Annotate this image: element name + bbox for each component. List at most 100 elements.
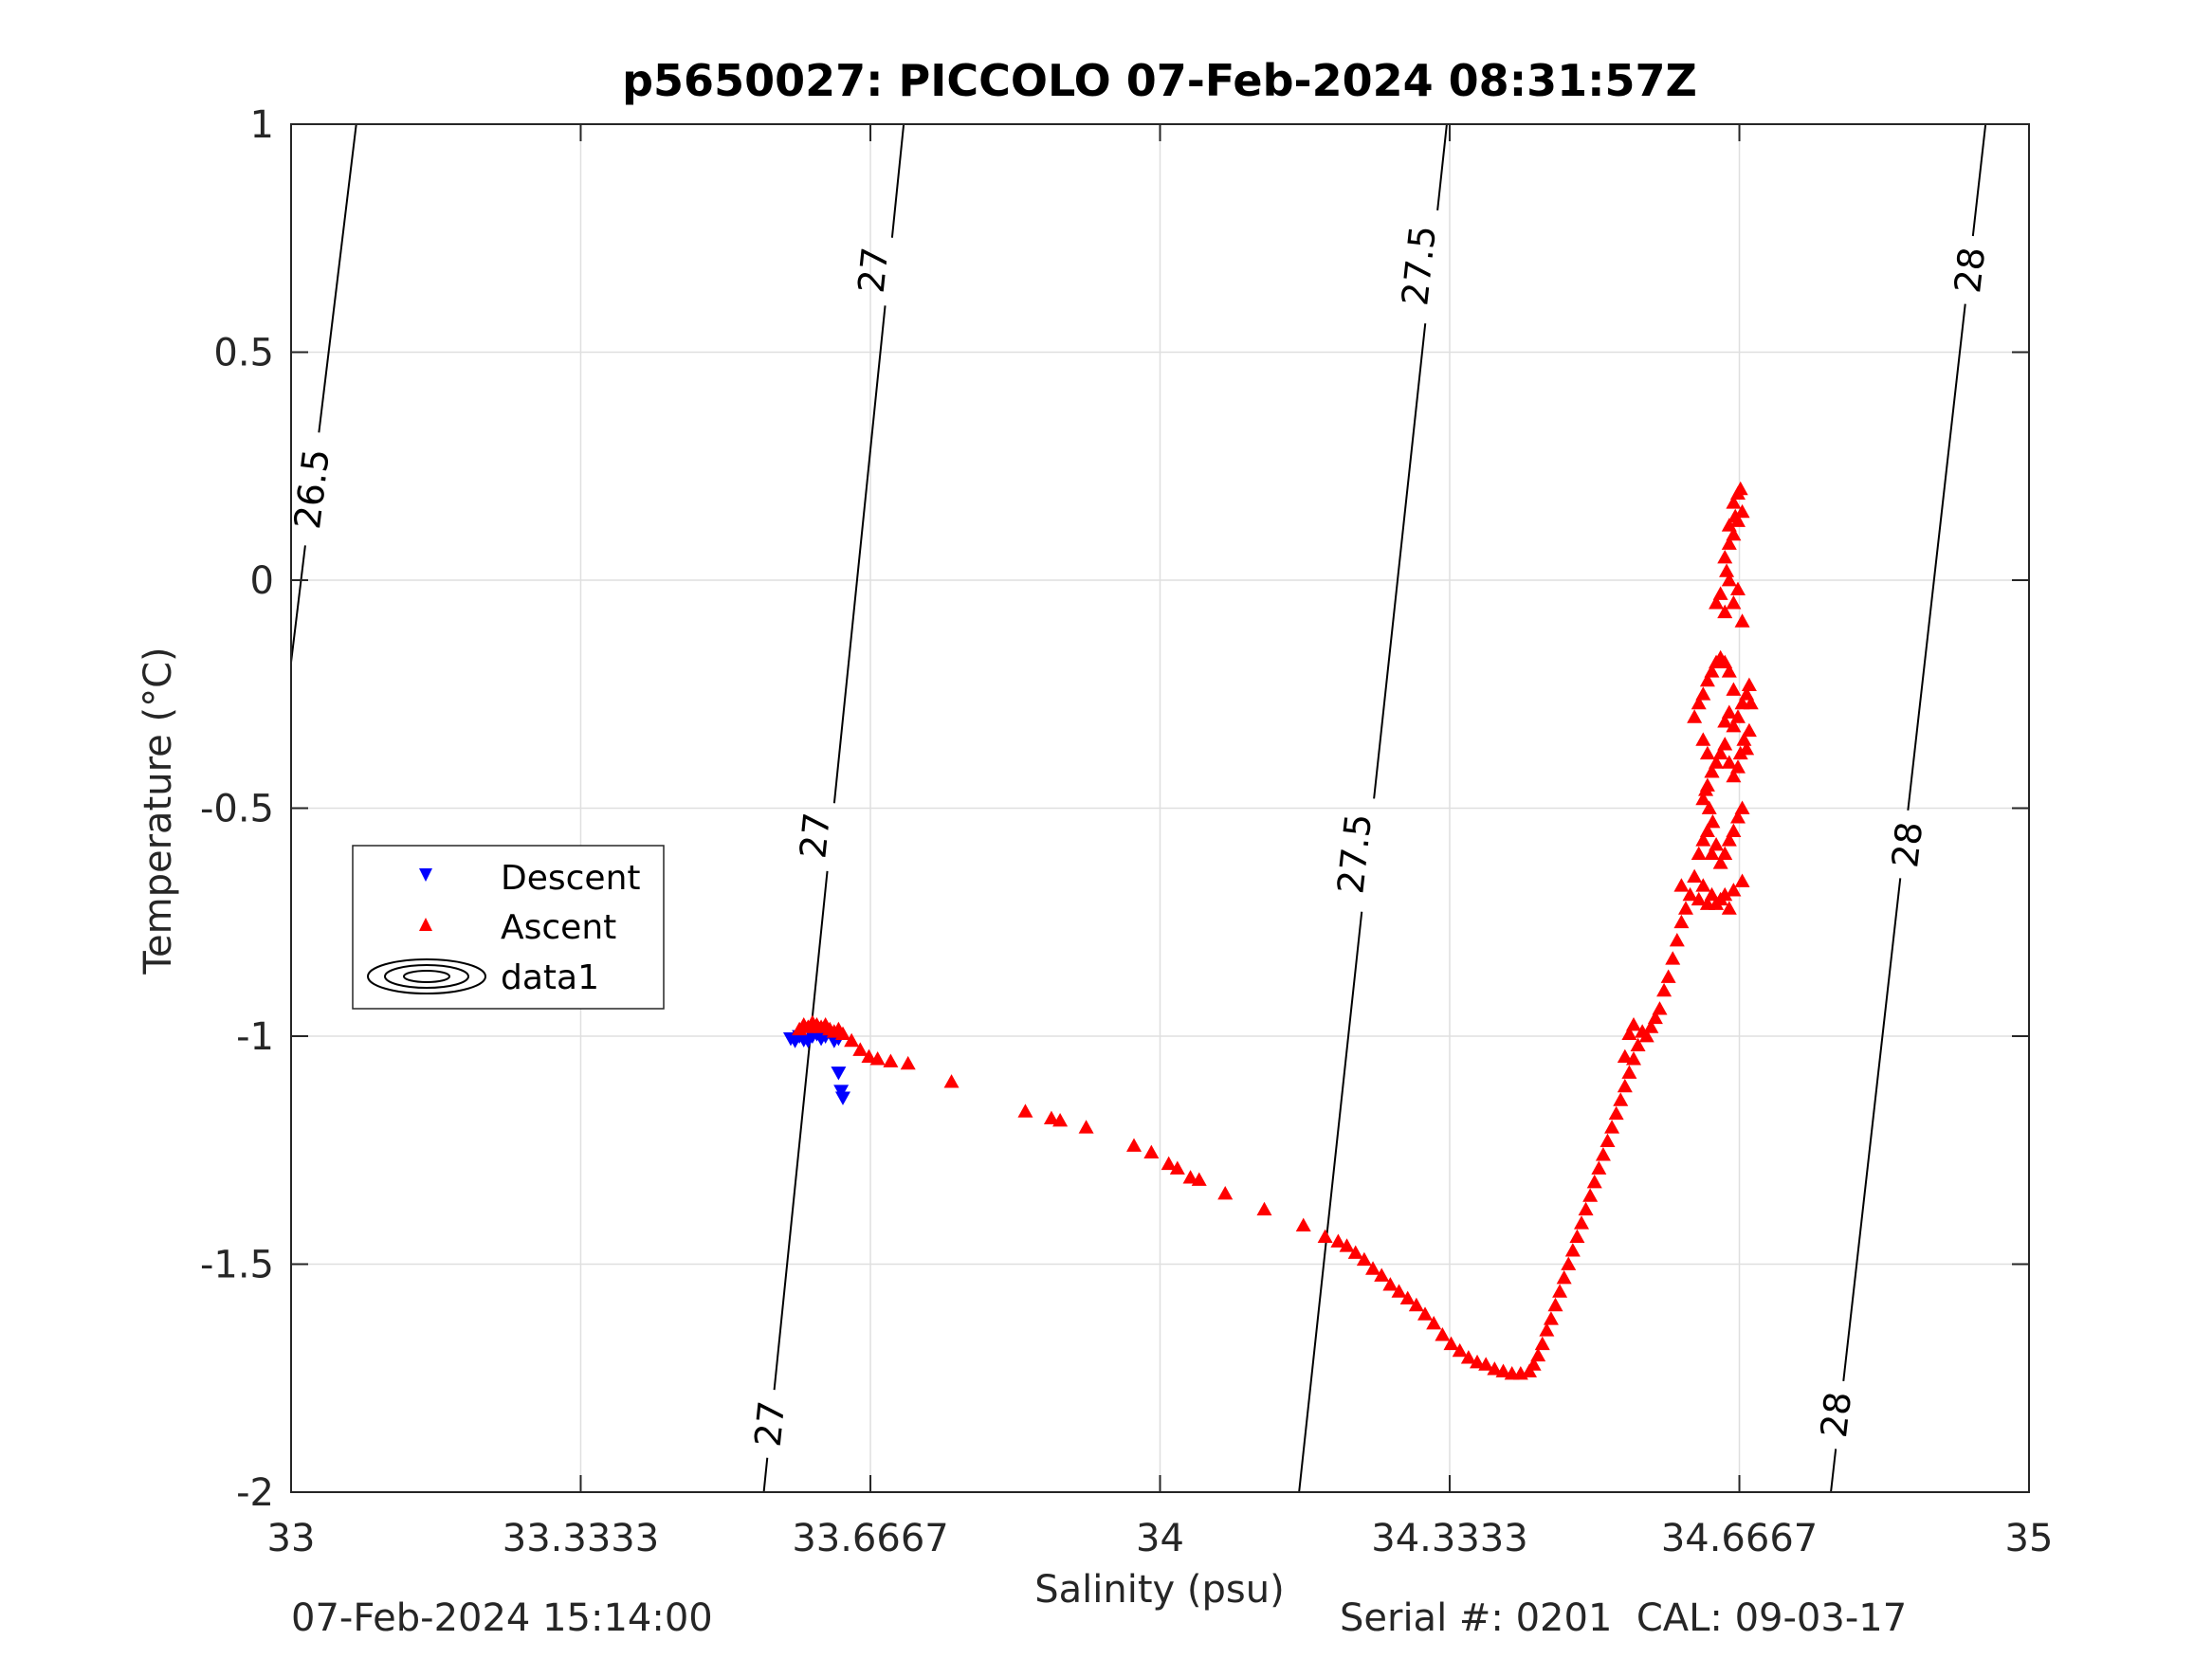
ascent-point xyxy=(1698,782,1714,796)
ascent-point xyxy=(1732,481,1748,496)
legend: Descent Ascent data1 xyxy=(352,845,665,1010)
y-axis-label: Temperature (°C) xyxy=(137,647,180,975)
ascent-point xyxy=(1534,1336,1550,1351)
ascent-point xyxy=(1726,595,1742,610)
ascent-point xyxy=(1478,1357,1494,1371)
ascent-point xyxy=(1721,832,1737,847)
ascent-point xyxy=(1561,1256,1577,1270)
ascent-point xyxy=(1161,1156,1177,1171)
contour-label: 27 xyxy=(747,1399,794,1449)
ascent-point xyxy=(1721,755,1737,769)
descent-point xyxy=(831,1066,847,1081)
ascent-point xyxy=(943,1074,960,1088)
ascent-point xyxy=(1621,1026,1637,1040)
contour-label: 27.5 xyxy=(1329,811,1380,896)
ascent-point xyxy=(1330,1233,1346,1248)
ascent-point xyxy=(1647,1010,1663,1025)
ascent-point xyxy=(1017,1103,1033,1118)
ascent-point xyxy=(1613,1092,1629,1106)
contour-line-26.5 xyxy=(318,123,357,433)
ascent-point xyxy=(1617,1048,1633,1064)
ascent-point xyxy=(1741,677,1757,692)
ascent-point xyxy=(1673,914,1690,929)
x-tick-label: 33.6667 xyxy=(792,1517,948,1560)
ascent-point xyxy=(1391,1284,1407,1298)
y-tick-label: 0 xyxy=(250,559,274,603)
ascent-point xyxy=(1705,813,1721,829)
footer-timestamp: 07-Feb-2024 15:14:00 xyxy=(291,1596,713,1640)
data-markers xyxy=(782,481,1759,1380)
ascent-point xyxy=(1734,503,1750,519)
ascent-point xyxy=(1728,508,1744,523)
ascent-point xyxy=(834,1026,850,1040)
ascent-point xyxy=(1691,891,1707,906)
ascent-point xyxy=(883,1053,899,1067)
x-axis-label: Salinity (psu) xyxy=(1034,1568,1284,1612)
ascent-point xyxy=(1374,1267,1390,1282)
ascent-point xyxy=(1621,1065,1637,1079)
ascent-point xyxy=(1182,1170,1198,1184)
ascent-point xyxy=(1552,1284,1568,1298)
ascent-point xyxy=(1726,495,1742,509)
ascent-point xyxy=(1586,1174,1602,1189)
ascent-point xyxy=(1452,1342,1468,1358)
ascent-point xyxy=(1691,846,1707,860)
contour-line-28 xyxy=(1842,878,1902,1381)
ascent-point xyxy=(1717,886,1733,902)
ascent-point xyxy=(1721,536,1737,550)
ascent-point xyxy=(869,1051,886,1066)
legend-box xyxy=(352,845,665,1010)
ascent-point xyxy=(1739,740,1755,756)
y-tick-label: -0.5 xyxy=(200,788,274,831)
ascent-point xyxy=(1717,737,1733,751)
ascent-point xyxy=(1126,1138,1143,1152)
contour-line-28 xyxy=(1830,1449,1837,1493)
ascent-point xyxy=(1717,714,1733,728)
ascent-point xyxy=(1295,1217,1311,1232)
ascent-point xyxy=(1408,1297,1424,1312)
contour-line-28 xyxy=(1971,123,1987,237)
contour-line-28 xyxy=(1907,303,1966,811)
ascent-point xyxy=(861,1048,877,1064)
ascent-point xyxy=(1643,1019,1659,1033)
contour-label: 28 xyxy=(1947,245,1993,295)
density-contours: 26.5 27 27 27 27.5 27.5 28 28 28 xyxy=(286,123,1993,1493)
ascent-point xyxy=(1595,1147,1611,1161)
ascent-point xyxy=(1726,526,1742,541)
ascent-point xyxy=(1339,1238,1355,1252)
ascent-point xyxy=(1721,901,1737,915)
y-tick-label: 0.5 xyxy=(213,332,274,375)
contour-label: 26.5 xyxy=(286,447,338,531)
x-tick-label: 34.3333 xyxy=(1371,1517,1527,1560)
contour-line-27 xyxy=(890,123,905,238)
ascent-point xyxy=(1665,951,1681,965)
ascent-point xyxy=(1726,768,1742,783)
contour-label: 27 xyxy=(850,246,897,296)
ascent-point xyxy=(1695,791,1711,806)
ascent-point xyxy=(1677,901,1693,915)
ascent-point xyxy=(1726,718,1742,733)
ascent-point xyxy=(1734,873,1750,887)
ascent-point xyxy=(1726,823,1742,837)
ascent-point xyxy=(1734,800,1750,814)
descent-point xyxy=(834,1091,850,1105)
legend-ascent-label: Ascent xyxy=(501,908,616,947)
ascent-point xyxy=(1487,1361,1503,1376)
ascent-point xyxy=(1719,563,1735,577)
ascent-point xyxy=(1673,878,1690,892)
ascent-point xyxy=(1604,1120,1620,1134)
axis-ticks: 33 33.3333 33.6667 34 34.3333 34.6667 35 -2 -1.5… xyxy=(200,103,2054,1560)
ascent-point xyxy=(1582,1188,1599,1202)
ascent-point xyxy=(1638,1029,1654,1043)
ascent-point xyxy=(1656,982,1673,997)
ascent-point xyxy=(1569,1229,1585,1244)
ascent-point xyxy=(1712,586,1728,600)
ascent-point xyxy=(1712,855,1728,869)
x-tick-label: 35 xyxy=(2005,1517,2054,1560)
contour-label: 27 xyxy=(792,811,838,861)
contour-line-27 xyxy=(773,870,829,1391)
ascent-point xyxy=(1417,1306,1434,1321)
ascent-point xyxy=(1736,732,1752,746)
ascent-point xyxy=(1709,595,1725,610)
